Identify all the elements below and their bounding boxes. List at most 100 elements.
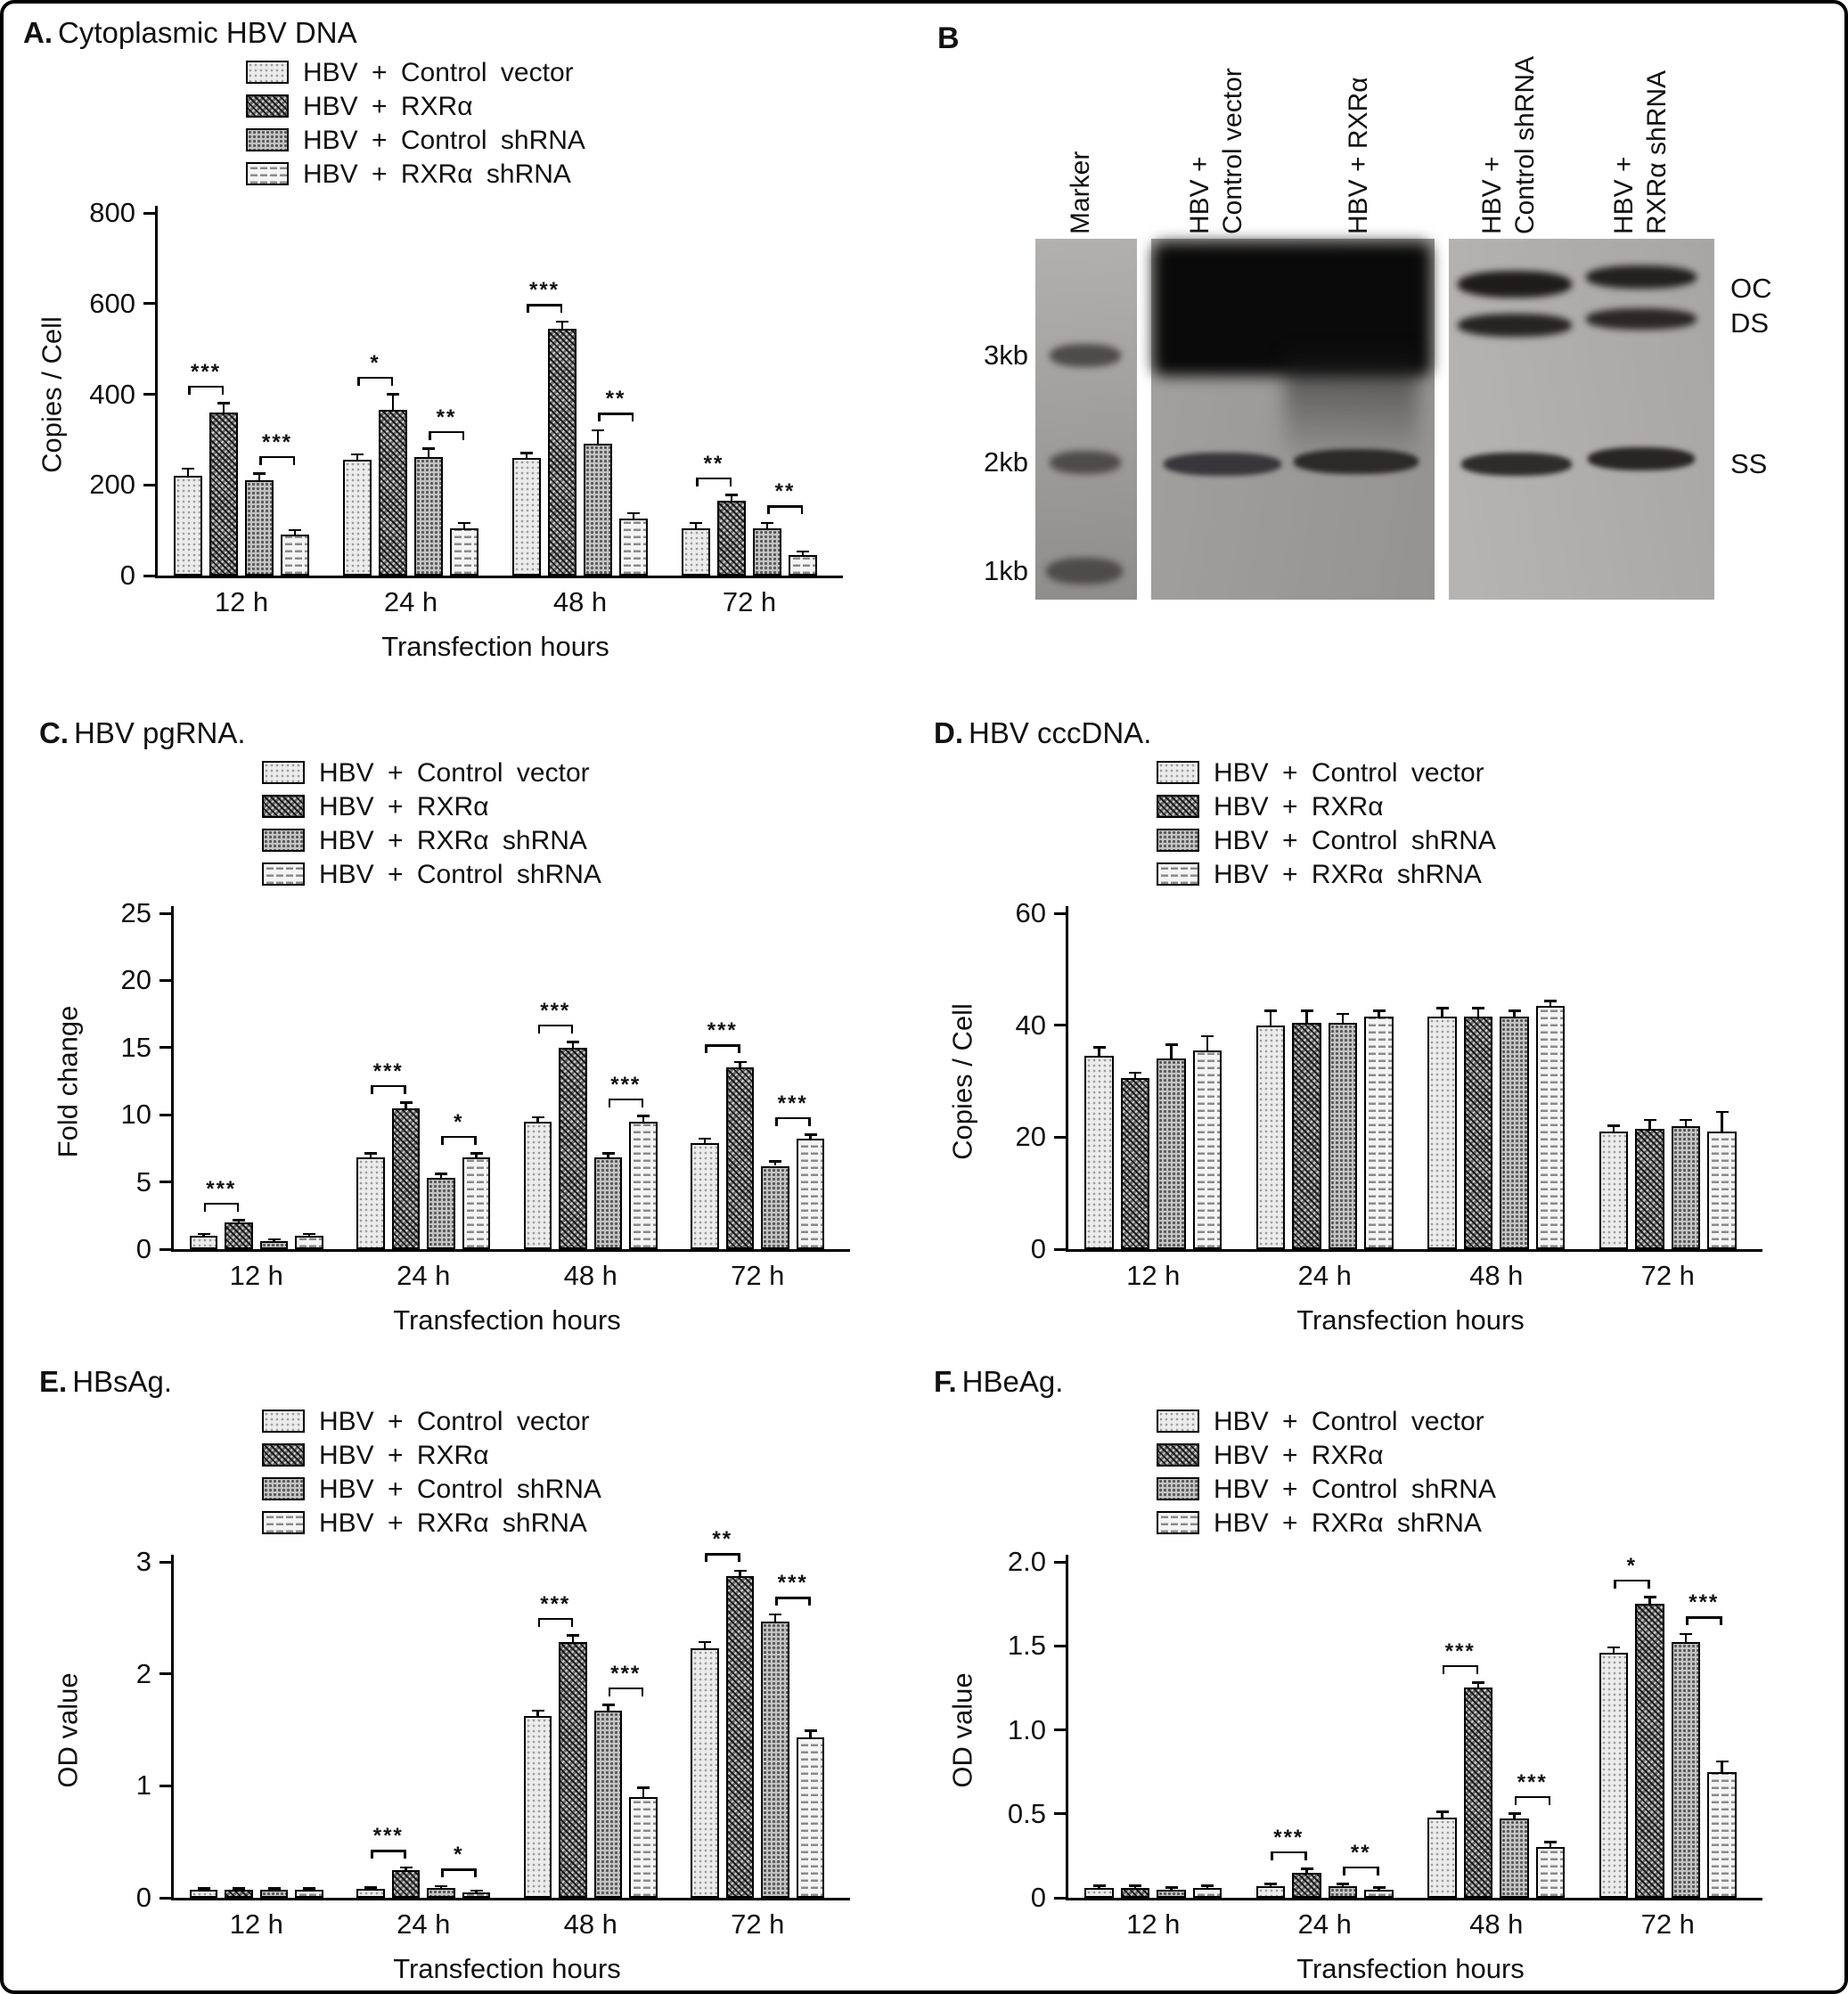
sig-bracket xyxy=(259,455,295,459)
bar xyxy=(1427,1017,1457,1249)
sig-bracket-tick xyxy=(1614,1579,1616,1589)
x-tick-label: 72 h xyxy=(731,1908,785,1940)
error-cap xyxy=(725,494,738,496)
y-tick xyxy=(143,302,155,306)
sig-bracket-tick xyxy=(641,1687,643,1696)
sig-bracket-tick xyxy=(1304,1851,1307,1860)
y-axis xyxy=(171,1555,174,1900)
error-cap xyxy=(217,402,230,405)
y-tick-label: 5 xyxy=(135,1165,151,1197)
error-cap xyxy=(1337,1012,1349,1016)
legend-swatch xyxy=(246,61,289,84)
legend-swatch xyxy=(1157,1511,1199,1534)
bar xyxy=(1599,1652,1629,1898)
error-bar xyxy=(369,1153,372,1158)
error-bar xyxy=(1513,1813,1516,1819)
error-cap xyxy=(797,550,809,553)
error-cap xyxy=(637,1115,650,1117)
y-tick xyxy=(1054,1728,1066,1731)
sig-bracket-tick xyxy=(738,1553,740,1563)
bar xyxy=(225,1222,253,1249)
error-bar xyxy=(405,1102,407,1108)
chart-cytoplasmic-hbv-dna: 0 200 400 600 800 Copies / Cell Transfection h… xyxy=(23,57,905,675)
y-tick xyxy=(159,1672,171,1676)
panel-f-title: F. HBeAg. xyxy=(934,1365,1063,1399)
error-bar xyxy=(809,1134,812,1140)
error-bar xyxy=(1441,1811,1443,1818)
y-tick-label: 60 xyxy=(1015,897,1046,928)
sig-label: *** xyxy=(777,1091,808,1115)
legend-swatch xyxy=(246,128,289,151)
legend-swatch xyxy=(262,862,305,886)
sig-bracket xyxy=(188,385,224,388)
x-tick-label: 72 h xyxy=(1640,1908,1695,1940)
bar xyxy=(295,1235,323,1249)
bar xyxy=(1671,1125,1701,1249)
y-tick-label: 1.0 xyxy=(1007,1713,1046,1745)
y-tick-label: 10 xyxy=(120,1099,151,1131)
x-tick-label: 72 h xyxy=(722,586,777,617)
bar xyxy=(1328,1885,1358,1898)
error-cap xyxy=(303,1232,315,1236)
sig-bracket-tick xyxy=(729,477,732,486)
y-tick xyxy=(159,1247,171,1251)
bar xyxy=(717,501,746,576)
legend-swatch xyxy=(262,1511,305,1534)
bar xyxy=(189,1890,218,1898)
y-tick-label: 40 xyxy=(1015,1009,1046,1041)
error-cap xyxy=(1129,1071,1141,1075)
y-tick xyxy=(143,483,155,486)
gel-band-label-ss: SS xyxy=(1730,448,1768,479)
panel-e-letter: E. xyxy=(39,1365,68,1398)
gel-size-marker-2kb: 2kb xyxy=(984,446,1028,478)
legend-label: HBV + RXRα xyxy=(303,92,473,121)
y-axis-title: Fold change xyxy=(52,1005,83,1157)
error-bar xyxy=(703,1642,707,1648)
legend-swatch xyxy=(246,94,289,118)
sig-bracket xyxy=(775,1116,811,1120)
chart-hbeag: 0 0.5 1.0 1.5 2.0 OD value Transfection hours H… xyxy=(934,1406,1825,1990)
bar xyxy=(1535,1847,1566,1898)
bar xyxy=(691,1142,719,1249)
y-tick xyxy=(1054,1644,1066,1647)
bar xyxy=(1084,1887,1114,1898)
panel-c-hbv-pgrna: C. HBV pgRNA. 0 5 10 15 20 25 Fold change Transf… xyxy=(39,716,912,1349)
error-bar xyxy=(525,453,528,458)
bar xyxy=(1292,1022,1321,1249)
gel-lane-label-control-vector: HBV + Control vector xyxy=(1185,68,1247,234)
bar xyxy=(691,1647,719,1898)
gel-band-oc-control-shrna xyxy=(1458,271,1572,298)
sig-label: * xyxy=(454,1843,464,1867)
error-bar xyxy=(642,1787,645,1797)
bar xyxy=(295,1890,323,1898)
sig-bracket xyxy=(441,1135,477,1139)
error-bar xyxy=(1378,1010,1380,1017)
legend-label: HBV + Control vector xyxy=(1214,758,1484,788)
panel-c-heading: HBV pgRNA. xyxy=(74,716,246,749)
y-tick xyxy=(159,1181,171,1184)
sig-bracket-tick xyxy=(474,1135,477,1145)
sig-label: *** xyxy=(1517,1769,1548,1794)
x-tick-label: 12 h xyxy=(1126,1260,1181,1291)
error-bar xyxy=(607,1153,609,1158)
bar xyxy=(761,1165,789,1249)
y-axis xyxy=(1066,906,1068,1251)
sig-label: *** xyxy=(540,1591,571,1616)
error-cap xyxy=(769,1160,781,1163)
panel-a-letter: A. xyxy=(23,16,53,49)
legend-label: HBV + Control vector xyxy=(319,758,590,788)
y-tick xyxy=(143,393,155,396)
panel-b-letter: B xyxy=(937,21,960,55)
error-cap xyxy=(435,1884,447,1888)
gel-band-oc-rxra-shrna xyxy=(1586,266,1697,289)
error-bar xyxy=(1341,1014,1345,1023)
error-cap xyxy=(1435,1007,1449,1009)
bar xyxy=(174,476,202,576)
bar xyxy=(1292,1872,1321,1898)
panel-d-letter: D. xyxy=(934,716,963,749)
error-cap xyxy=(399,1101,413,1104)
sig-bracket xyxy=(608,1098,643,1101)
y-tick-label: 3 xyxy=(135,1546,151,1577)
sig-bracket-tick xyxy=(371,1084,373,1094)
sig-label: *** xyxy=(372,1058,404,1083)
